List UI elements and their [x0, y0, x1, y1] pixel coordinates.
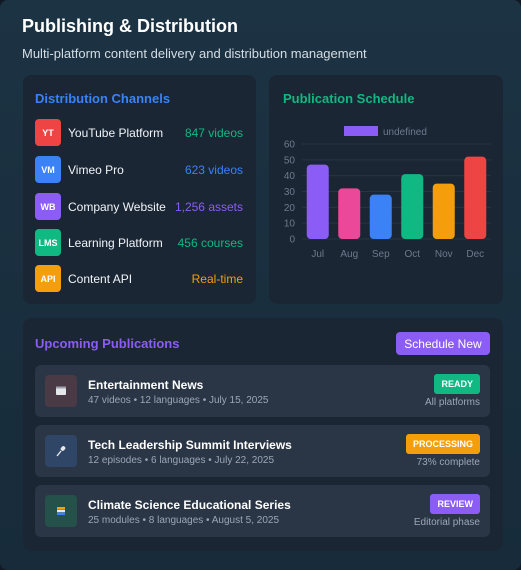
channel-vimeo[interactable]: VM Vimeo Pro 623 videos [35, 156, 243, 183]
x-tick-label: Oct [404, 249, 420, 260]
publication-item[interactable]: Climate Science Educational Series 25 mo… [35, 485, 490, 537]
channel-count: Real-time [191, 271, 243, 286]
x-tick-label: Nov [435, 249, 453, 260]
schedule-title: Publication Schedule [283, 91, 415, 106]
channel-name: Vimeo Pro [68, 162, 124, 177]
publication-title: Entertainment News [88, 378, 204, 392]
channel-count: 847 videos [184, 125, 243, 140]
y-tick-label: 60 [284, 140, 296, 151]
channel-count: 623 videos [184, 162, 243, 177]
publication-meta: 47 videos • 12 languages • July 15, 2025 [88, 395, 269, 406]
channel-name: Company Website [68, 199, 166, 214]
y-tick-label: 40 [284, 171, 296, 182]
y-tick-label: 20 [284, 203, 296, 214]
publication-item[interactable]: Tech Leadership Summit Interviews 12 epi… [35, 425, 490, 477]
publication-title: Tech Leadership Summit Interviews [88, 438, 292, 452]
bar [369, 194, 392, 239]
channel-name: Content API [68, 271, 133, 286]
y-tick-label: 50 [284, 155, 296, 166]
channels-title: Distribution Channels [35, 91, 171, 106]
bar [432, 183, 455, 239]
lms-badge-icon: LMS [35, 229, 61, 256]
publication-meta: 25 modules • 8 languages • August 5, 202… [88, 515, 280, 526]
publication-note: 73% complete [416, 457, 480, 468]
status-badge: READY [434, 374, 480, 394]
publication-schedule-chart: undefined 0 10 20 30 40 50 60 Jul Aug Sep Oct Nov Dec [284, 126, 491, 260]
status-badge: PROCESSING [405, 434, 480, 454]
y-tick-label: 0 [289, 235, 295, 246]
film-icon [45, 375, 77, 407]
publication-meta: 12 episodes • 6 languages • July 22, 202… [88, 455, 275, 466]
distribution-channels-card: Distribution Channels YT YouTube Platfor… [23, 75, 256, 304]
legend-label: undefined [383, 127, 427, 138]
y-tick-label: 10 [284, 219, 296, 230]
x-tick-label: Jul [311, 249, 324, 260]
page-title: Publishing & Distribution [22, 16, 238, 36]
x-tick-label: Sep [372, 249, 390, 260]
upcoming-title: Upcoming Publications [35, 336, 180, 351]
channel-name: YouTube Platform [68, 125, 164, 140]
vimeo-badge-icon: VM [35, 156, 61, 183]
page-subtitle: Multi-platform content delivery and dist… [22, 46, 367, 61]
books-icon [45, 495, 77, 527]
y-tick-label: 30 [284, 187, 296, 198]
bar [338, 188, 361, 239]
youtube-badge-icon: YT [35, 119, 61, 146]
x-tick-label: Aug [340, 249, 358, 260]
bar [306, 164, 329, 239]
channel-learning-platform[interactable]: LMS Learning Platform 456 courses [35, 229, 243, 256]
channel-name: Learning Platform [68, 235, 163, 250]
publication-note: All platforms [424, 397, 480, 408]
channel-count: 456 courses [177, 235, 243, 250]
channel-content-api[interactable]: API Content API Real-time [35, 265, 243, 292]
publication-note: Editorial phase [413, 517, 480, 528]
schedule-new-button[interactable]: Schedule New [396, 332, 490, 355]
api-badge-icon: API [35, 265, 61, 292]
bar [401, 174, 424, 239]
channel-website[interactable]: WB Company Website 1,256 assets [35, 193, 243, 220]
legend-swatch [344, 126, 378, 136]
microphone-icon [45, 435, 77, 467]
status-badge: REVIEW [430, 494, 480, 514]
upcoming-publications-card: Upcoming Publications Schedule New Enter… [23, 318, 503, 551]
website-badge-icon: WB [35, 193, 61, 220]
publication-item[interactable]: Entertainment News 47 videos • 12 langua… [35, 365, 490, 417]
channel-youtube[interactable]: YT YouTube Platform 847 videos [35, 119, 243, 146]
publication-schedule-card: Publication Schedule undefined 0 10 20 30 40 5… [269, 75, 503, 304]
x-tick-label: Dec [466, 249, 484, 260]
channel-count: 1,256 assets [174, 199, 243, 214]
bar [464, 156, 487, 239]
publication-title: Climate Science Educational Series [88, 498, 291, 512]
